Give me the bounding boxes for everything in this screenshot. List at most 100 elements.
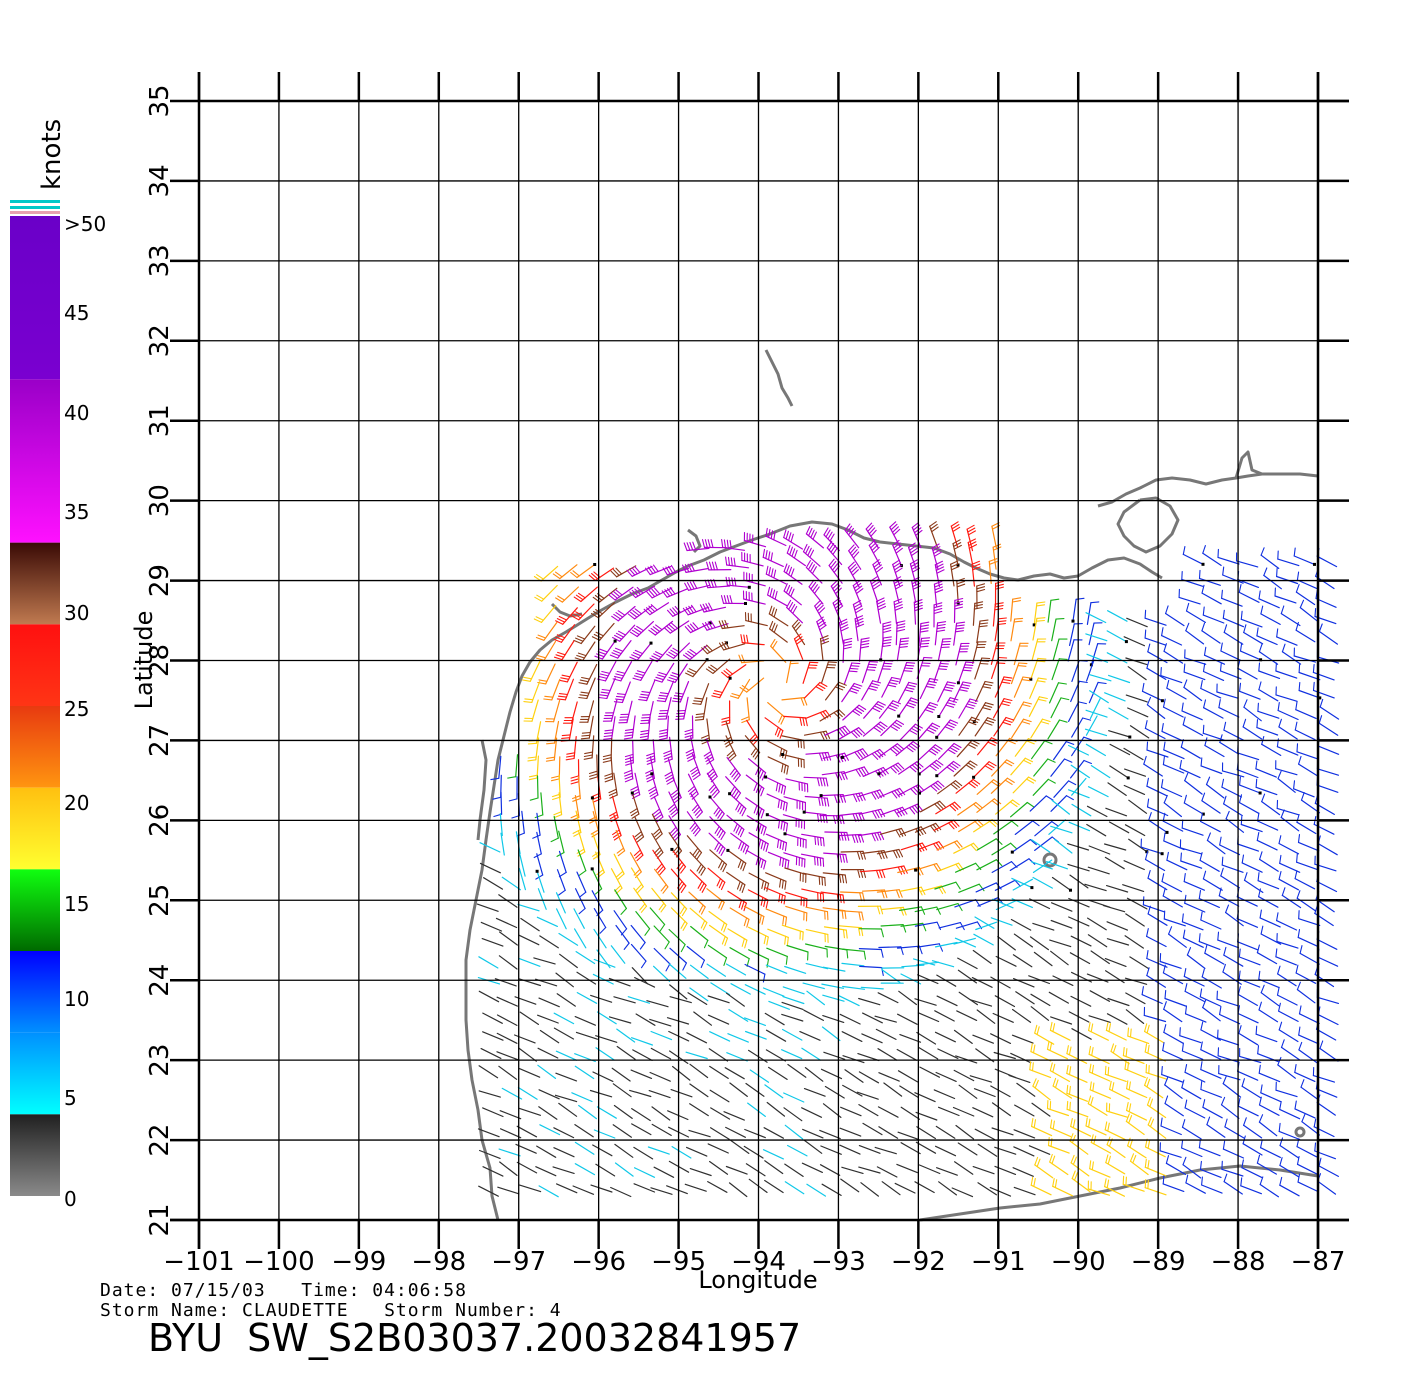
wind-barb — [840, 850, 864, 853]
wind-barb-flag — [829, 533, 835, 542]
wind-barb-flag — [959, 686, 969, 690]
wind-barb — [1216, 691, 1239, 699]
wind-barb — [1012, 1167, 1034, 1177]
wind-barb-flag — [872, 680, 882, 684]
colorbar-band — [10, 1114, 60, 1196]
wind-barb-flag — [528, 777, 538, 781]
wind-barb — [872, 563, 883, 586]
wind-barb — [820, 661, 830, 684]
wind-barb-flag — [523, 676, 533, 680]
wind-barb — [842, 639, 845, 663]
wind-barb-flag — [929, 521, 937, 527]
wind-barb-flag — [684, 731, 694, 736]
wind-barb — [935, 1071, 957, 1083]
wind-barb-flag — [1258, 1096, 1262, 1106]
wind-barb-flag — [876, 600, 886, 605]
rain-flag-marker — [708, 621, 712, 625]
wind-barb — [651, 1106, 671, 1121]
wind-barb-flag — [521, 679, 531, 682]
wind-barb-flag — [946, 766, 955, 773]
wind-barb-flag — [741, 685, 750, 691]
wind-barb — [1236, 1070, 1259, 1081]
wind-barb — [1013, 1129, 1036, 1139]
wind-barb — [706, 756, 718, 778]
wind-barb — [1259, 917, 1281, 928]
wind-barb-flag — [1298, 663, 1301, 674]
wind-barb — [972, 1107, 994, 1118]
wind-barb — [651, 1123, 672, 1137]
wind-barb-flag — [1255, 1025, 1258, 1035]
wind-barb — [878, 743, 899, 758]
wind-barb — [1107, 782, 1127, 797]
wind-barb-flag — [556, 634, 566, 639]
wind-barb-flag — [1003, 676, 1013, 679]
wind-barb-flag — [835, 605, 844, 612]
wind-barb-flag — [652, 626, 661, 633]
wind-barb-flag — [1218, 699, 1221, 709]
wind-barb-flag — [868, 663, 878, 666]
wind-barb-flag — [906, 684, 916, 688]
wind-barb — [573, 928, 587, 949]
wind-barb-flag — [1220, 642, 1223, 652]
wind-barb — [651, 887, 667, 907]
wind-barb-flag — [696, 811, 703, 819]
wind-barb-flag — [1097, 681, 1107, 685]
wind-barb — [685, 567, 709, 574]
wind-barb — [784, 1163, 804, 1178]
rain-flag-marker — [1029, 677, 1033, 681]
wind-barb-flag — [555, 654, 565, 658]
wind-barb-flag — [967, 530, 977, 536]
wind-barb-flag — [919, 645, 929, 648]
wind-barb-flag — [874, 810, 880, 819]
wind-barb — [1072, 598, 1077, 622]
wind-barb — [582, 641, 596, 662]
wind-barb — [1185, 610, 1207, 624]
colorbar-band — [10, 624, 60, 706]
wind-barb-flag — [949, 719, 959, 724]
wind-barb-flag — [738, 840, 743, 850]
wind-barb — [1236, 896, 1258, 907]
wind-barb — [802, 1128, 824, 1139]
wind-barb — [500, 1128, 522, 1139]
wind-barb-flag — [658, 694, 668, 697]
wind-barb-flag — [934, 744, 943, 750]
wind-barb — [860, 986, 884, 990]
wind-barb — [767, 756, 789, 767]
wind-barb — [501, 876, 522, 891]
wind-barb — [745, 1163, 766, 1177]
wind-barb-flag — [972, 566, 981, 571]
wind-barb-flag — [1034, 1156, 1039, 1166]
wind-barb-flag — [1045, 795, 1054, 801]
wind-barb-flag — [858, 768, 864, 776]
wind-barb — [915, 1141, 937, 1154]
wind-barb — [1241, 1085, 1262, 1099]
wind-barb — [1279, 1184, 1300, 1197]
wind-barb-flag — [968, 544, 978, 549]
wind-barb-flag — [763, 826, 767, 836]
wind-barb-flag — [896, 743, 905, 750]
wind-barb-flag — [1149, 1098, 1154, 1108]
wind-barb-flag — [780, 716, 786, 725]
wind-barb — [587, 700, 595, 723]
wind-barb-flag — [613, 591, 621, 598]
wind-barb-flag — [791, 548, 796, 557]
wind-barb-flag — [894, 744, 902, 752]
wind-barb — [592, 1144, 613, 1157]
wind-barb-flag — [1181, 819, 1184, 829]
wind-barb-flag — [848, 690, 858, 694]
wind-barb — [1033, 951, 1053, 967]
wind-barb — [819, 1129, 841, 1140]
wind-barb — [1069, 1140, 1089, 1155]
wind-barb — [693, 1011, 713, 1026]
wind-barb — [781, 1028, 803, 1041]
wind-barb-flag — [847, 561, 855, 569]
wind-barb — [1089, 698, 1101, 720]
wind-barb — [1182, 937, 1204, 948]
wind-barb — [895, 740, 914, 757]
wind-barb-flag — [664, 589, 671, 597]
wind-barb — [611, 1067, 631, 1082]
wind-barb-flag — [718, 860, 723, 869]
wind-barb — [1200, 1068, 1222, 1079]
wind-barb — [1087, 1029, 1109, 1041]
wind-barb-flag — [1238, 948, 1241, 958]
